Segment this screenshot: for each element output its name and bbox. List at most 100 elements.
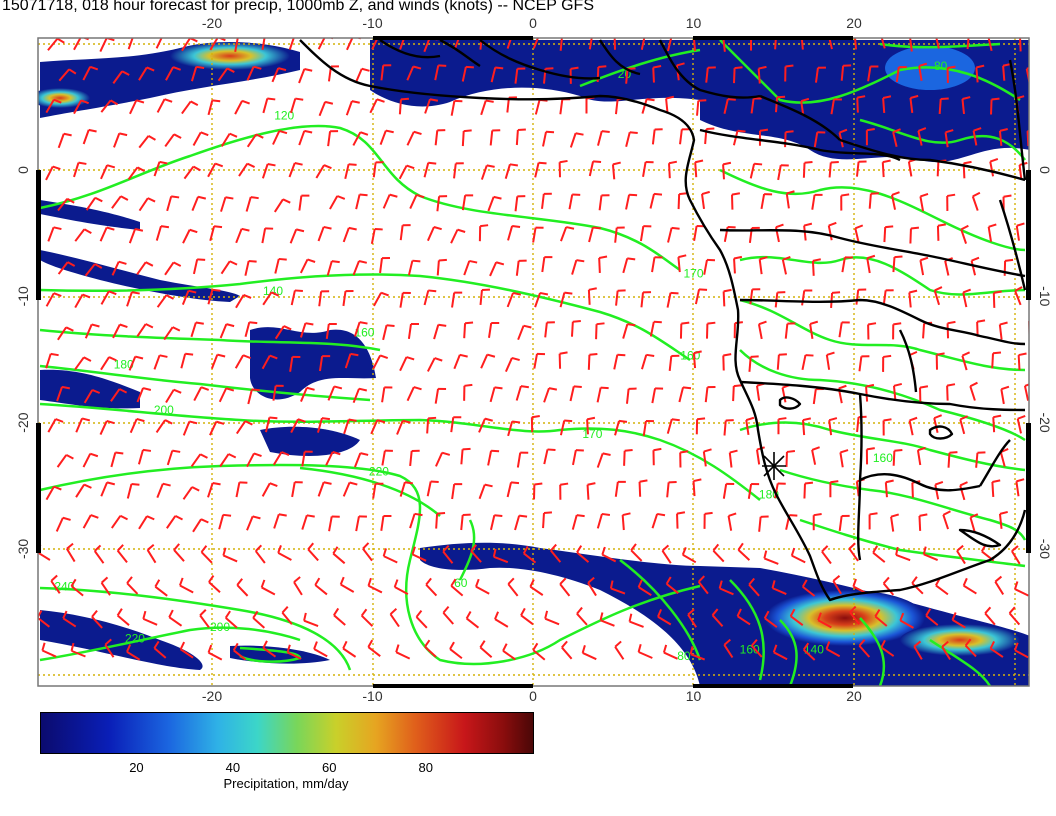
contour-label: 160 <box>680 348 700 362</box>
wind-barb <box>84 323 100 339</box>
wind-barb <box>661 544 672 564</box>
wind-barb <box>892 322 902 340</box>
wind-barb <box>909 226 920 244</box>
wind-barb <box>969 513 979 533</box>
wind-barb <box>207 482 221 498</box>
wind-barb <box>837 384 847 404</box>
wind-barb <box>475 578 490 595</box>
wind-barb <box>651 387 664 404</box>
wind-barb <box>489 514 503 531</box>
wind-barb <box>370 228 383 244</box>
wind-barb <box>492 548 509 564</box>
wind-barb <box>164 261 182 276</box>
wind-barb <box>992 290 1002 308</box>
wind-barb <box>622 257 636 274</box>
wind-barb <box>382 548 398 564</box>
lat-tick-label: -10 <box>1037 286 1053 306</box>
wind-barb <box>959 415 969 435</box>
wind-barb <box>136 261 154 276</box>
wind-barb <box>651 128 663 145</box>
wind-barb <box>298 129 313 146</box>
wind-barb <box>318 355 331 372</box>
wind-barb <box>262 291 280 306</box>
wind-barb <box>180 352 194 369</box>
wind-barb <box>559 482 569 500</box>
wind-barb <box>138 134 156 149</box>
wind-barb <box>694 288 708 305</box>
wind-barb <box>544 610 560 626</box>
wind-barb <box>156 98 173 113</box>
wind-barb <box>426 480 439 497</box>
wind-barb <box>935 38 940 49</box>
wind-barb <box>586 482 596 500</box>
wind-barb <box>353 321 368 337</box>
wind-barb <box>300 386 315 402</box>
wind-barb <box>587 287 597 305</box>
wind-barb <box>975 64 985 83</box>
wind-barb <box>85 196 103 211</box>
wind-barb <box>597 130 610 146</box>
wind-barb <box>757 65 767 84</box>
wind-barb <box>637 579 652 597</box>
wind-barb <box>99 419 115 435</box>
wind-barb <box>399 481 413 497</box>
wind-barb <box>922 546 939 561</box>
contour-label: 170 <box>582 427 602 441</box>
wind-barb <box>93 544 105 564</box>
wind-barb <box>570 320 581 337</box>
wind-barb <box>883 225 894 243</box>
wind-barb <box>272 451 290 466</box>
wind-barb <box>944 129 954 148</box>
wind-barb <box>892 382 902 401</box>
wind-barb <box>247 388 260 405</box>
wind-barb <box>560 226 575 242</box>
wind-barb <box>328 515 340 532</box>
wind-barb <box>506 291 522 308</box>
wind-barb <box>611 161 621 180</box>
wind-barb <box>396 419 411 435</box>
wind-barb <box>506 481 520 498</box>
wind-barb <box>755 382 765 401</box>
wind-barb <box>599 612 615 627</box>
wind-barb <box>398 97 409 115</box>
wind-barb <box>73 99 89 115</box>
wind-barb <box>406 386 422 402</box>
precip-colorbar <box>40 712 534 754</box>
wind-barb <box>82 128 97 145</box>
wind-barb <box>998 510 1008 529</box>
wind-barb <box>222 547 238 563</box>
wind-barb <box>369 98 385 114</box>
wind-barb <box>100 164 116 180</box>
wind-barb <box>571 259 585 275</box>
wind-barb <box>45 485 62 501</box>
wind-barb <box>435 451 451 467</box>
wind-barb <box>991 351 1002 369</box>
wind-barb <box>800 38 804 50</box>
wind-barb <box>156 482 171 499</box>
wind-barb <box>625 193 638 210</box>
wind-barb <box>113 132 128 148</box>
wind-barb <box>210 353 226 369</box>
wind-barb <box>908 416 918 436</box>
wind-barb <box>156 294 174 308</box>
contour-label: 120 <box>274 108 294 122</box>
wind-barb <box>315 164 332 179</box>
wind-barb <box>705 321 716 339</box>
wind-barb <box>689 646 706 661</box>
wind-barb <box>1015 222 1025 241</box>
wind-barb <box>166 195 180 212</box>
wind-barb <box>614 226 625 243</box>
wind-barb <box>453 353 468 370</box>
wind-barb <box>542 511 553 529</box>
wind-barb <box>479 640 493 658</box>
wind-barb <box>110 514 128 529</box>
wind-barb <box>234 99 250 115</box>
wind-barb <box>882 354 892 372</box>
wind-barb <box>811 258 821 276</box>
wind-barb <box>100 481 116 497</box>
wind-barb <box>153 160 168 177</box>
wind-barb <box>784 322 796 339</box>
wind-barb <box>821 545 832 565</box>
contour-label: 220 <box>125 631 145 645</box>
wind-barb <box>652 447 662 466</box>
